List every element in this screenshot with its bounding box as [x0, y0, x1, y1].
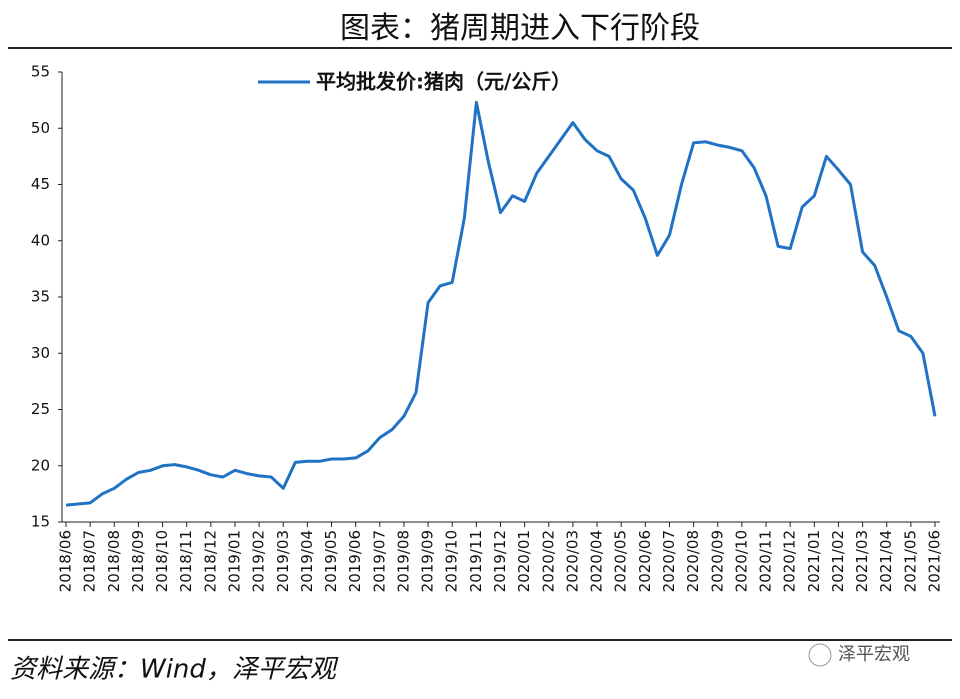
x-tick-label: 2018/10: [153, 530, 171, 592]
y-tick-label: 40: [31, 231, 50, 249]
x-tick-label: 2021/01: [805, 530, 823, 592]
x-tick-label: 2018/06: [57, 530, 75, 592]
chart-title: 图表：猪周期进入下行阶段: [340, 11, 700, 46]
y-tick-label: 45: [31, 175, 50, 193]
y-tick-label: 55: [31, 63, 50, 81]
x-tick-label: 2020/06: [636, 530, 654, 592]
x-tick-label: 2019/06: [346, 530, 364, 592]
legend-label: 平均批发价:猪肉（元/公斤）: [316, 70, 571, 94]
x-tick-label: 2021/06: [926, 530, 944, 592]
x-tick-label: 2019/04: [298, 530, 316, 592]
x-tick-label: 2019/11: [467, 530, 485, 592]
y-tick-label: 25: [31, 400, 50, 418]
x-tick-label: 2018/07: [81, 530, 99, 592]
y-tick-label: 50: [31, 119, 50, 137]
x-tick-label: 2021/02: [829, 530, 847, 592]
y-tick-label: 35: [31, 288, 50, 306]
x-tick-label: 2019/01: [225, 530, 243, 592]
x-tick-label: 2019/10: [443, 530, 461, 592]
y-tick-label: 20: [31, 456, 50, 474]
x-tick-label: 2021/05: [901, 530, 919, 592]
x-tick-label: 2020/05: [612, 530, 630, 592]
x-tick-label: 2018/08: [105, 530, 123, 592]
x-tick-label: 2020/11: [757, 530, 775, 592]
x-tick-label: 2020/10: [732, 530, 750, 592]
y-tick-label: 15: [31, 513, 50, 531]
x-tick-label: 2021/03: [853, 530, 871, 592]
x-tick-label: 2020/08: [684, 530, 702, 592]
x-tick-label: 2019/07: [370, 530, 388, 592]
x-tick-label: 2018/09: [129, 530, 147, 592]
x-tick-label: 2019/09: [419, 530, 437, 592]
x-tick-label: 2019/03: [274, 530, 292, 592]
x-tick-label: 2019/12: [491, 530, 509, 592]
source: 资料来源：Wind，泽平宏观: [10, 655, 339, 685]
x-tick-label: 2020/12: [781, 530, 799, 592]
x-tick-label: 2019/02: [250, 530, 268, 592]
y-tick-label: 30: [31, 344, 50, 362]
x-tick-label: 2020/03: [563, 530, 581, 592]
series-line: [65, 100, 937, 507]
x-tick-label: 2021/04: [877, 530, 895, 592]
x-tick-label: 2020/02: [539, 530, 557, 592]
watermark-icon: [808, 643, 832, 667]
x-tick-label: 2019/05: [322, 530, 340, 592]
x-tick-label: 2020/09: [708, 530, 726, 592]
x-tick-label: 2018/12: [201, 530, 219, 592]
x-tick-label: 2020/07: [660, 530, 678, 592]
x-tick-label: 2020/01: [515, 530, 533, 592]
x-tick-label: 2019/08: [394, 530, 412, 592]
watermark: 泽平宏观: [838, 644, 910, 665]
x-tick-label: 2020/04: [588, 530, 606, 592]
x-tick-label: 2018/11: [177, 530, 195, 592]
